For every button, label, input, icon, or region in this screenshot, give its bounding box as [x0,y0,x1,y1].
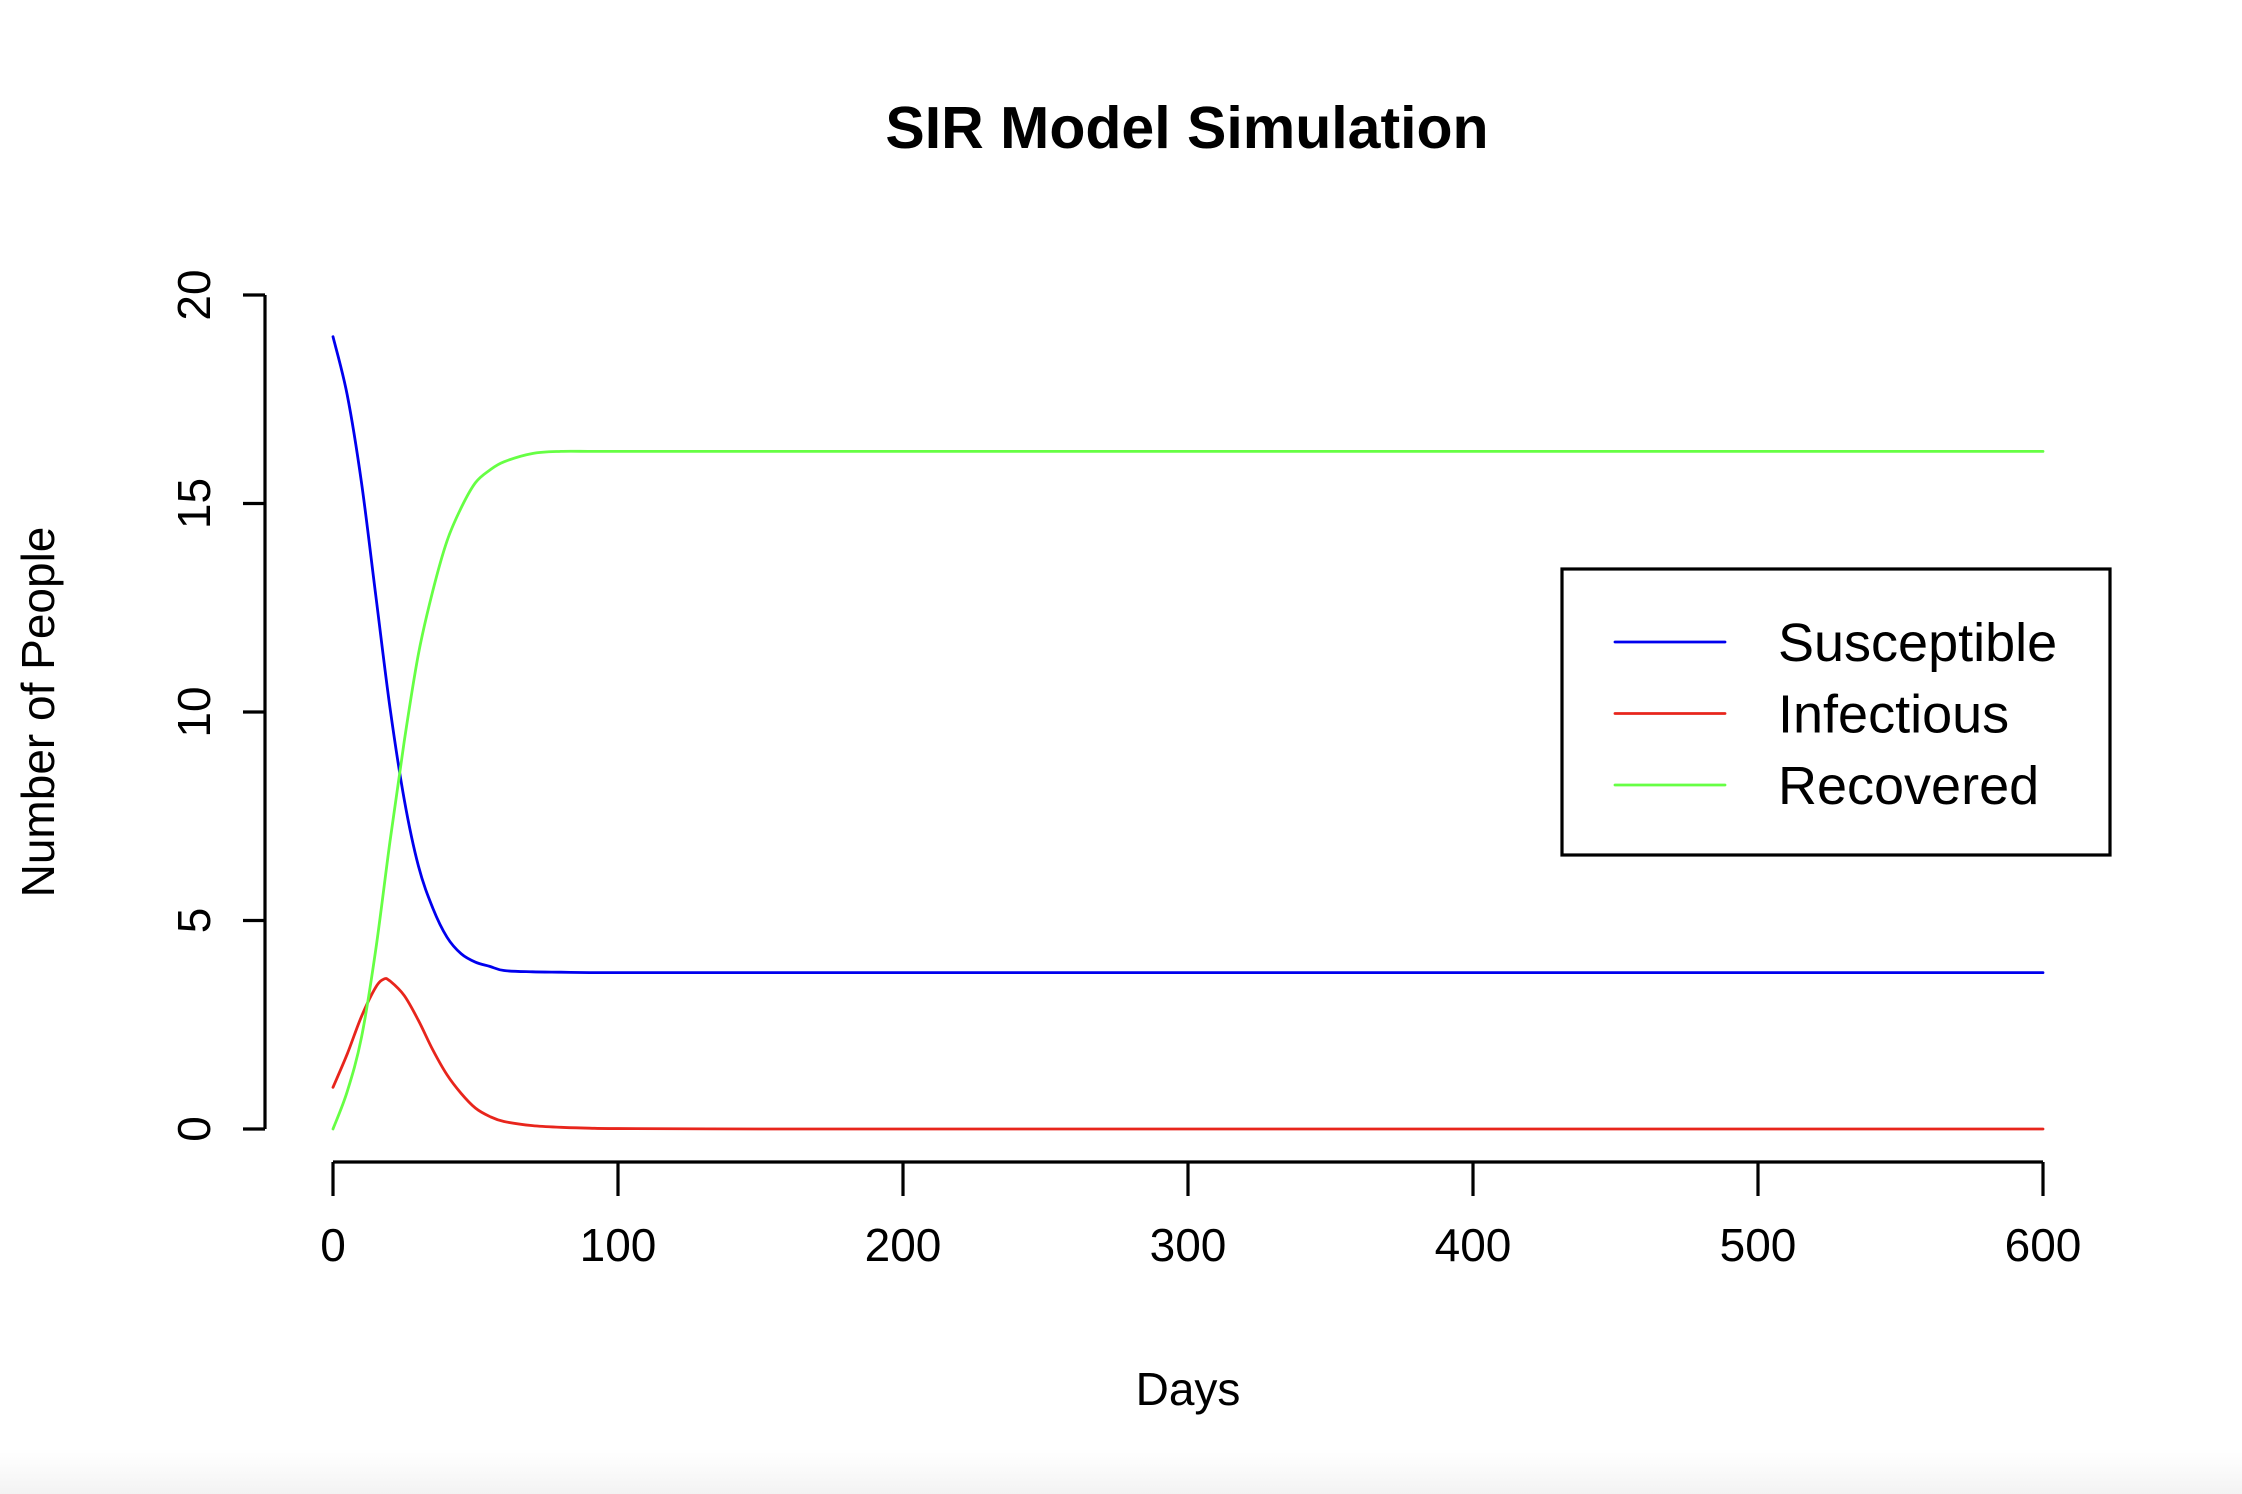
x-tick-label: 200 [865,1219,942,1271]
y-tick-label: 15 [168,478,220,529]
y-tick-label: 0 [168,1116,220,1142]
y-tick-label: 20 [168,269,220,320]
series-line-recovered [331,449,2045,1131]
x-tick-label: 300 [1150,1219,1227,1271]
series-lines [331,335,2045,1131]
legend-label-recovered: Recovered [1778,756,2039,816]
x-tick-label: 400 [1435,1219,1512,1271]
x-axis: 0 100 200 300 400 500 600 [320,1160,2082,1271]
x-axis-title: Days [1136,1363,1241,1415]
legend: Susceptible Infectious Recovered [1560,567,2112,857]
series-line-infectious [331,977,2045,1131]
y-axis: 0 5 10 15 20 [168,269,267,1142]
legend-label-susceptible: Susceptible [1778,613,2057,673]
y-tick-label: 10 [168,686,220,737]
legend-label-infectious: Infectious [1778,685,2009,745]
chart-title: SIR Model Simulation [885,95,1488,161]
x-tick-label: 600 [2005,1219,2082,1271]
x-tick-label: 0 [320,1219,346,1271]
y-tick-label: 5 [168,908,220,934]
y-axis-title: Number of People [12,527,64,898]
series-line-susceptible [331,335,2045,975]
legend-box [1560,567,2112,857]
x-tick-label: 500 [1720,1219,1797,1271]
bottom-edge-shadow [0,1452,2242,1494]
x-tick-label: 100 [580,1219,657,1271]
